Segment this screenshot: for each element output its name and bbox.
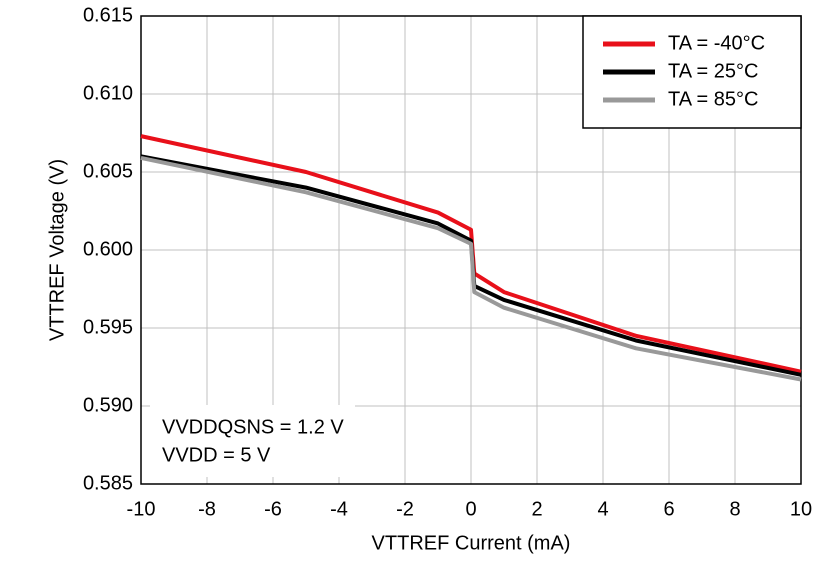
y-tick-label: 0.615 <box>83 4 133 26</box>
legend-label: TA = 85°C <box>668 88 758 110</box>
y-tick-label: 0.600 <box>83 238 133 260</box>
annotation-box <box>150 405 355 477</box>
x-tick-label: -2 <box>396 498 414 520</box>
y-tick-label: 0.610 <box>83 82 133 104</box>
x-tick-label: 0 <box>465 498 476 520</box>
plot-frame <box>140 15 802 485</box>
x-tick-label: -6 <box>264 498 282 520</box>
y-tick-label: 0.605 <box>83 160 133 182</box>
x-tick-label: 2 <box>531 498 542 520</box>
x-axis-label: VTTREF Current (mA) <box>372 532 571 554</box>
legend-label: TA = -40°C <box>668 32 765 54</box>
x-tick-label: 10 <box>790 498 812 520</box>
x-tick-label: 6 <box>663 498 674 520</box>
annotation: VVDDQSNS = 1.2 V <box>162 416 344 438</box>
legend-label: TA = 25°C <box>668 60 758 82</box>
y-axis-label: VTTREF Voltage (V) <box>46 159 68 341</box>
y-tick-label: 0.595 <box>83 316 133 338</box>
x-tick-label: -4 <box>330 498 348 520</box>
x-tick-label: 4 <box>597 498 608 520</box>
annotation: VVDD = 5 V <box>162 444 271 466</box>
x-tick-label: 8 <box>729 498 740 520</box>
data-line <box>140 156 802 382</box>
y-tick-label: 0.590 <box>83 394 133 416</box>
x-tick-label: -8 <box>198 498 216 520</box>
x-tick-label: -10 <box>127 498 156 520</box>
y-tick-label: 0.585 <box>83 472 133 494</box>
